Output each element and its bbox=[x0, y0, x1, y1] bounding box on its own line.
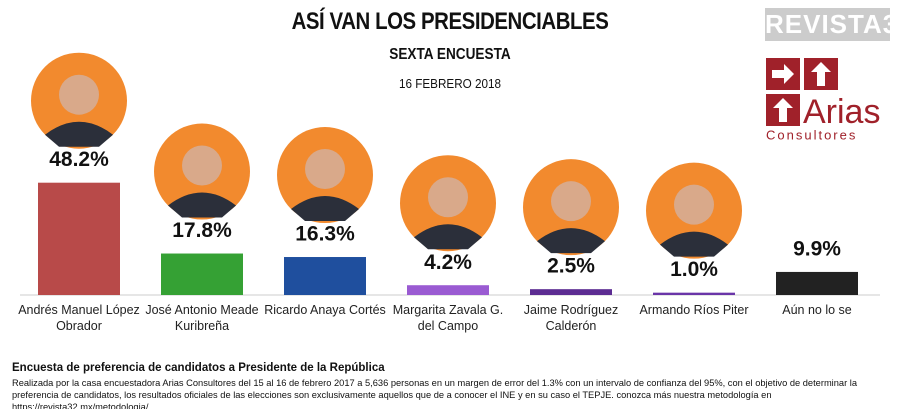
photo-face bbox=[182, 145, 222, 186]
category-label: Jaime Rodríguez Calderón bbox=[523, 303, 619, 333]
photo-face bbox=[305, 149, 345, 190]
photo-body bbox=[45, 121, 113, 147]
photo-body bbox=[660, 231, 728, 257]
category-label: Margarita Zavala G. del Campo bbox=[392, 303, 504, 333]
subtitle: SEXTA ENCUESTA bbox=[389, 46, 511, 63]
value-label: 9.9% bbox=[793, 237, 841, 260]
revista-logo: REVISTA32 bbox=[765, 8, 900, 41]
photo-body bbox=[537, 228, 605, 254]
photo-body bbox=[291, 196, 359, 222]
bar bbox=[407, 285, 489, 295]
category-label: Armando Ríos Piter bbox=[639, 303, 749, 317]
category-label: José Antonio Meade Kuribreña bbox=[145, 303, 259, 333]
bar bbox=[161, 253, 243, 295]
value-label: 2.5% bbox=[547, 255, 595, 278]
photo-face bbox=[59, 74, 99, 115]
footer: Encuesta de preferencia de candidatos a … bbox=[12, 362, 892, 409]
category-label: Ricardo Anaya Cortés bbox=[264, 303, 386, 317]
arias-icon bbox=[766, 58, 838, 126]
value-label: 48.2% bbox=[49, 148, 109, 171]
consultores-logo: Consultores bbox=[766, 127, 857, 142]
date: 16 FEBRERO 2018 bbox=[398, 76, 502, 91]
category-label: Aún no lo se bbox=[782, 303, 852, 317]
category-label: Andrés Manuel López Obrador bbox=[18, 303, 140, 333]
value-label: 1.0% bbox=[670, 258, 718, 281]
photo-face bbox=[674, 184, 714, 225]
photo-face bbox=[551, 181, 591, 222]
bar bbox=[653, 292, 735, 295]
bar bbox=[530, 289, 612, 295]
value-label: 4.2% bbox=[424, 251, 472, 274]
bar bbox=[776, 271, 858, 295]
bar bbox=[38, 182, 120, 295]
bar bbox=[284, 257, 366, 295]
value-label: 16.3% bbox=[295, 223, 355, 246]
photo-body bbox=[414, 224, 482, 250]
photo-body bbox=[168, 192, 236, 218]
arias-logo: Arias bbox=[803, 93, 880, 131]
footer-text: Realizada por la casa encuestadora Arias… bbox=[12, 378, 858, 409]
photo-face bbox=[428, 177, 468, 218]
value-label: 17.8% bbox=[172, 219, 232, 242]
footer-title: Encuesta de preferencia de candidatos a … bbox=[12, 362, 385, 374]
title: ASÍ VAN LOS PRESIDENCIABLES bbox=[291, 8, 609, 35]
